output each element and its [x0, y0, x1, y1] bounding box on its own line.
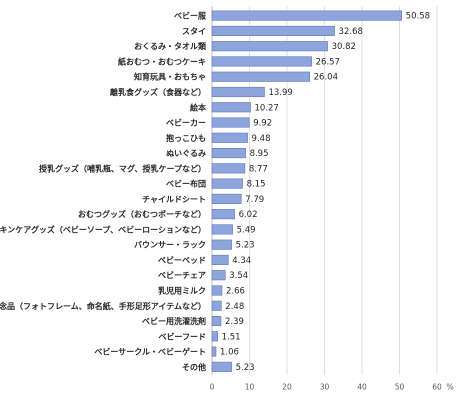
data-label: 1.06 [220, 348, 239, 358]
category-label: おくるみ・タオル類 [134, 41, 207, 51]
bar [211, 224, 233, 235]
category-label: ベビーフード [158, 331, 206, 341]
bar [211, 270, 226, 281]
category-label: ベビーカー [166, 118, 206, 128]
data-label: 5.23 [236, 241, 255, 251]
category-label: スキンケアグッズ（ベビーソープ、ベビーローションなど） [0, 224, 206, 234]
bar [211, 148, 246, 159]
bar [211, 300, 222, 311]
data-label: 50.58 [406, 12, 430, 22]
bar [211, 239, 232, 250]
category-label: ベビー用洗濯洗剤 [142, 316, 206, 326]
category-label: 記念品（フォトフレーム、命名紙、手形足形アイテムなど） [0, 301, 206, 311]
bar [211, 163, 246, 174]
bar [211, 178, 243, 189]
data-label: 1.51 [222, 332, 241, 342]
category-label: チャイルドシート [142, 195, 206, 204]
category-label: バウンサー・ラック [134, 240, 206, 250]
bar [211, 41, 328, 52]
data-label: 30.82 [332, 42, 356, 52]
data-label: 4.34 [232, 256, 251, 266]
category-label: 抱っこひも [166, 133, 206, 143]
category-label: 離乳食グッズ（食器など） [110, 87, 206, 97]
data-label: 7.79 [245, 195, 264, 205]
x-tick-label: 10 [245, 382, 255, 391]
data-label: 8.77 [249, 164, 268, 174]
data-label: 13.99 [268, 88, 292, 98]
data-label: 6.02 [239, 210, 258, 220]
bar [211, 56, 312, 67]
bar [211, 209, 235, 220]
x-tick-label: 20 [282, 382, 292, 391]
bar [211, 361, 232, 372]
bar [211, 25, 335, 36]
category-label: 乳児用ミルク [158, 285, 206, 295]
bar [211, 71, 310, 82]
data-label: 3.54 [229, 271, 248, 281]
bar [211, 346, 217, 357]
x-tick-label: 50 [395, 382, 405, 391]
data-label: 26.57 [316, 57, 340, 67]
x-tick-label: 60 [432, 382, 442, 391]
bar [211, 315, 222, 327]
data-label: 9.48 [252, 134, 271, 144]
category-label: スタイ [182, 26, 206, 36]
bar [211, 254, 229, 266]
category-label: ベビーベッド [158, 255, 206, 265]
category-label: ベビーチェア [158, 270, 206, 280]
data-label: 10.27 [255, 103, 279, 113]
category-label: 授乳グッズ（哺乳瓶、マグ、授乳ケープなど） [39, 163, 206, 173]
bar [211, 331, 218, 342]
category-label: おむつグッズ（おむつポーチなど） [78, 209, 206, 219]
category-label: ベビー服 [174, 11, 207, 21]
bar [211, 285, 223, 296]
data-label: 2.48 [225, 302, 244, 312]
x-tick-label: 0 [210, 382, 215, 391]
data-label: 32.68 [339, 27, 363, 37]
bar [211, 132, 248, 143]
x-tick-label: 40 [357, 382, 367, 391]
bar [211, 193, 242, 204]
data-label: 5.23 [236, 363, 255, 373]
bar [211, 86, 265, 98]
data-label: 5.49 [237, 225, 256, 235]
data-label: 8.15 [247, 180, 266, 190]
x-tick-label: 30 [320, 382, 330, 391]
bar [211, 117, 250, 128]
data-label: 2.39 [225, 317, 244, 327]
category-label: ベビーサークル・ベビーゲート [94, 347, 206, 357]
data-label: 2.66 [226, 286, 245, 296]
bar [211, 102, 251, 113]
category-label: ぬいぐるみ [166, 149, 206, 158]
category-label: ベビー布団 [166, 179, 206, 189]
data-label: 26.04 [314, 73, 338, 83]
category-label: 知育玩具・おもちゃ [134, 72, 206, 82]
category-label: その他 [182, 362, 206, 372]
category-label: 紙おむつ・おむつケーキ [118, 56, 206, 66]
bar [211, 10, 402, 21]
data-label: 9.92 [253, 119, 272, 129]
x-axis-unit: % [446, 382, 454, 391]
category-label: 絵本 [190, 102, 206, 112]
data-label: 8.95 [250, 149, 269, 159]
